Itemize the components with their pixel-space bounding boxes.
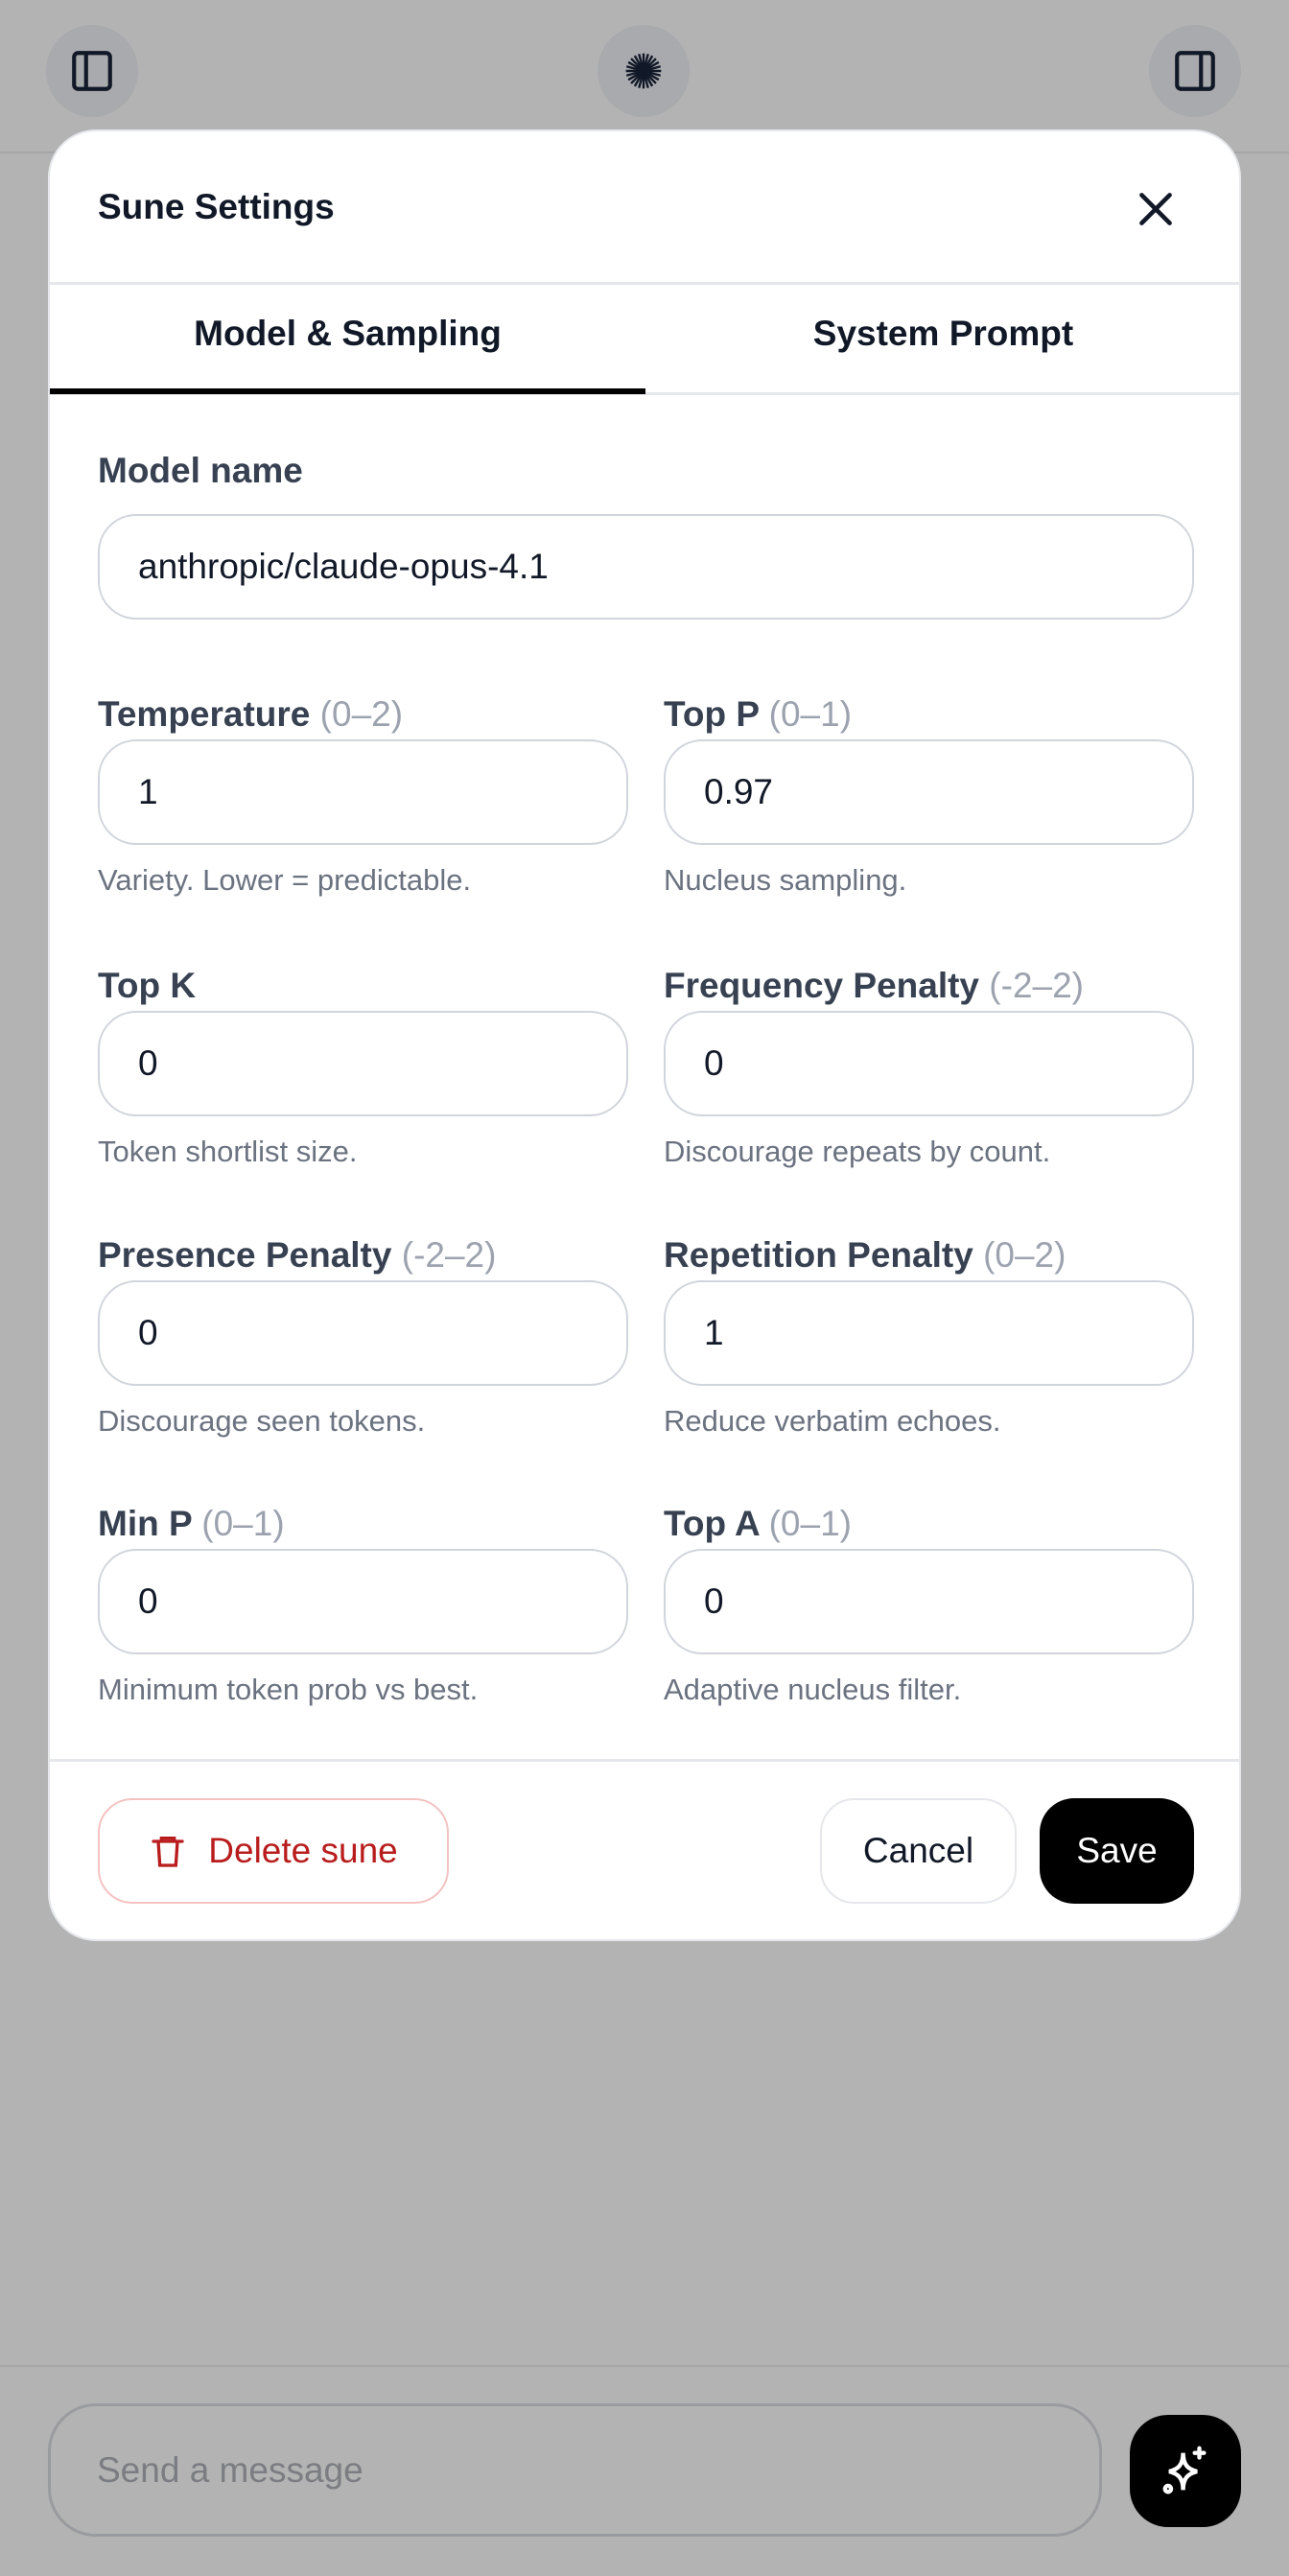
presence-penalty-input[interactable]: 0 bbox=[98, 1280, 628, 1386]
field-range: (-2–2) bbox=[989, 966, 1084, 1005]
repetition-penalty-help: Reduce verbatim echoes. bbox=[664, 1404, 1001, 1438]
field-label-text: Temperature bbox=[98, 694, 311, 734]
model-name-label: Model name bbox=[98, 451, 303, 490]
repetition-penalty-label: Repetition Penalty (0–2) bbox=[664, 1235, 1066, 1276]
top-a-label: Top A (0–1) bbox=[664, 1504, 852, 1544]
top-a-help: Adaptive nucleus filter. bbox=[664, 1673, 962, 1706]
presence-penalty-help: Discourage seen tokens. bbox=[98, 1404, 426, 1438]
field-range: (0–2) bbox=[319, 694, 404, 734]
top-k-label: Top K bbox=[98, 966, 196, 1006]
field-label-text: Top P bbox=[664, 694, 760, 734]
field-label-text: Top K bbox=[98, 966, 197, 1005]
divider bbox=[50, 282, 1239, 285]
presence-penalty-label: Presence Penalty (-2–2) bbox=[98, 1235, 496, 1276]
toggle-right-sidebar-button[interactable] bbox=[1149, 25, 1241, 117]
composer-divider bbox=[0, 2365, 1289, 2367]
top-k-input[interactable]: 0 bbox=[98, 1011, 628, 1116]
min-p-label: Min P (0–1) bbox=[98, 1504, 285, 1544]
temperature-help: Variety. Lower = predictable. bbox=[98, 863, 472, 897]
top-p-input[interactable]: 0.97 bbox=[664, 739, 1194, 845]
close-button[interactable] bbox=[1132, 185, 1180, 233]
min-p-help: Minimum token prob vs best. bbox=[98, 1673, 479, 1706]
field-range: (0–1) bbox=[201, 1504, 285, 1543]
sune-logo-button[interactable] bbox=[598, 25, 690, 117]
field-label-text: Min P bbox=[98, 1504, 192, 1543]
tab-system-prompt[interactable]: System Prompt bbox=[812, 314, 1074, 353]
field-range: (-2–2) bbox=[401, 1235, 497, 1275]
top-p-help: Nucleus sampling. bbox=[664, 863, 907, 897]
frequency-penalty-help: Discourage repeats by count. bbox=[664, 1135, 1051, 1168]
cancel-button[interactable]: Cancel bbox=[820, 1798, 1017, 1904]
save-button[interactable]: Save bbox=[1040, 1798, 1194, 1904]
repetition-penalty-input[interactable]: 1 bbox=[664, 1280, 1194, 1386]
tab-model-sampling[interactable]: Model & Sampling bbox=[194, 314, 502, 353]
field-label-text: Presence Penalty bbox=[98, 1235, 392, 1275]
sun-burst-icon bbox=[625, 53, 662, 89]
close-icon bbox=[1139, 193, 1172, 225]
frequency-penalty-input[interactable]: 0 bbox=[664, 1011, 1194, 1116]
model-name-input[interactable]: anthropic/claude-opus-4.1 bbox=[98, 514, 1194, 620]
active-tab-indicator bbox=[50, 388, 645, 394]
field-range: (0–2) bbox=[983, 1235, 1066, 1275]
toggle-left-sidebar-button[interactable] bbox=[46, 25, 138, 117]
sidebar-left-icon bbox=[72, 51, 112, 91]
delete-label: Delete sune bbox=[208, 1831, 398, 1870]
delete-sune-button[interactable]: Delete sune bbox=[98, 1798, 449, 1904]
trash-icon bbox=[152, 1837, 184, 1867]
field-label-text: Repetition Penalty bbox=[664, 1235, 973, 1275]
frequency-penalty-label: Frequency Penalty (-2–2) bbox=[664, 966, 1084, 1006]
footer-divider bbox=[50, 1759, 1239, 1762]
top-k-help: Token shortlist size. bbox=[98, 1135, 358, 1168]
message-input[interactable]: Send a message bbox=[48, 2403, 1102, 2537]
top-p-label: Top P (0–1) bbox=[664, 694, 852, 735]
field-label-text: Top A bbox=[664, 1504, 760, 1543]
settings-dialog: Sune Settings Model & Sampling System Pr… bbox=[48, 129, 1241, 1941]
field-range: (0–1) bbox=[768, 694, 853, 734]
send-button[interactable] bbox=[1130, 2415, 1241, 2527]
temperature-label: Temperature (0–2) bbox=[98, 694, 403, 735]
dialog-title: Sune Settings bbox=[98, 187, 335, 226]
min-p-input[interactable]: 0 bbox=[98, 1549, 628, 1654]
field-range: (0–1) bbox=[768, 1504, 852, 1543]
temperature-input[interactable]: 1 bbox=[98, 739, 628, 845]
sparkles-icon bbox=[1162, 2446, 1207, 2494]
field-label-text: Frequency Penalty bbox=[664, 966, 980, 1005]
top-a-input[interactable]: 0 bbox=[664, 1549, 1194, 1654]
sidebar-right-icon bbox=[1175, 51, 1215, 91]
